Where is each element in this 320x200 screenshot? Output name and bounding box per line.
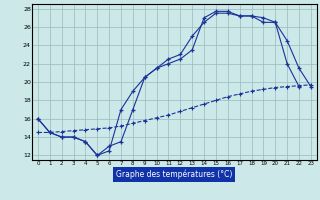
X-axis label: Graphe des températures (°C): Graphe des températures (°C) (116, 170, 233, 179)
